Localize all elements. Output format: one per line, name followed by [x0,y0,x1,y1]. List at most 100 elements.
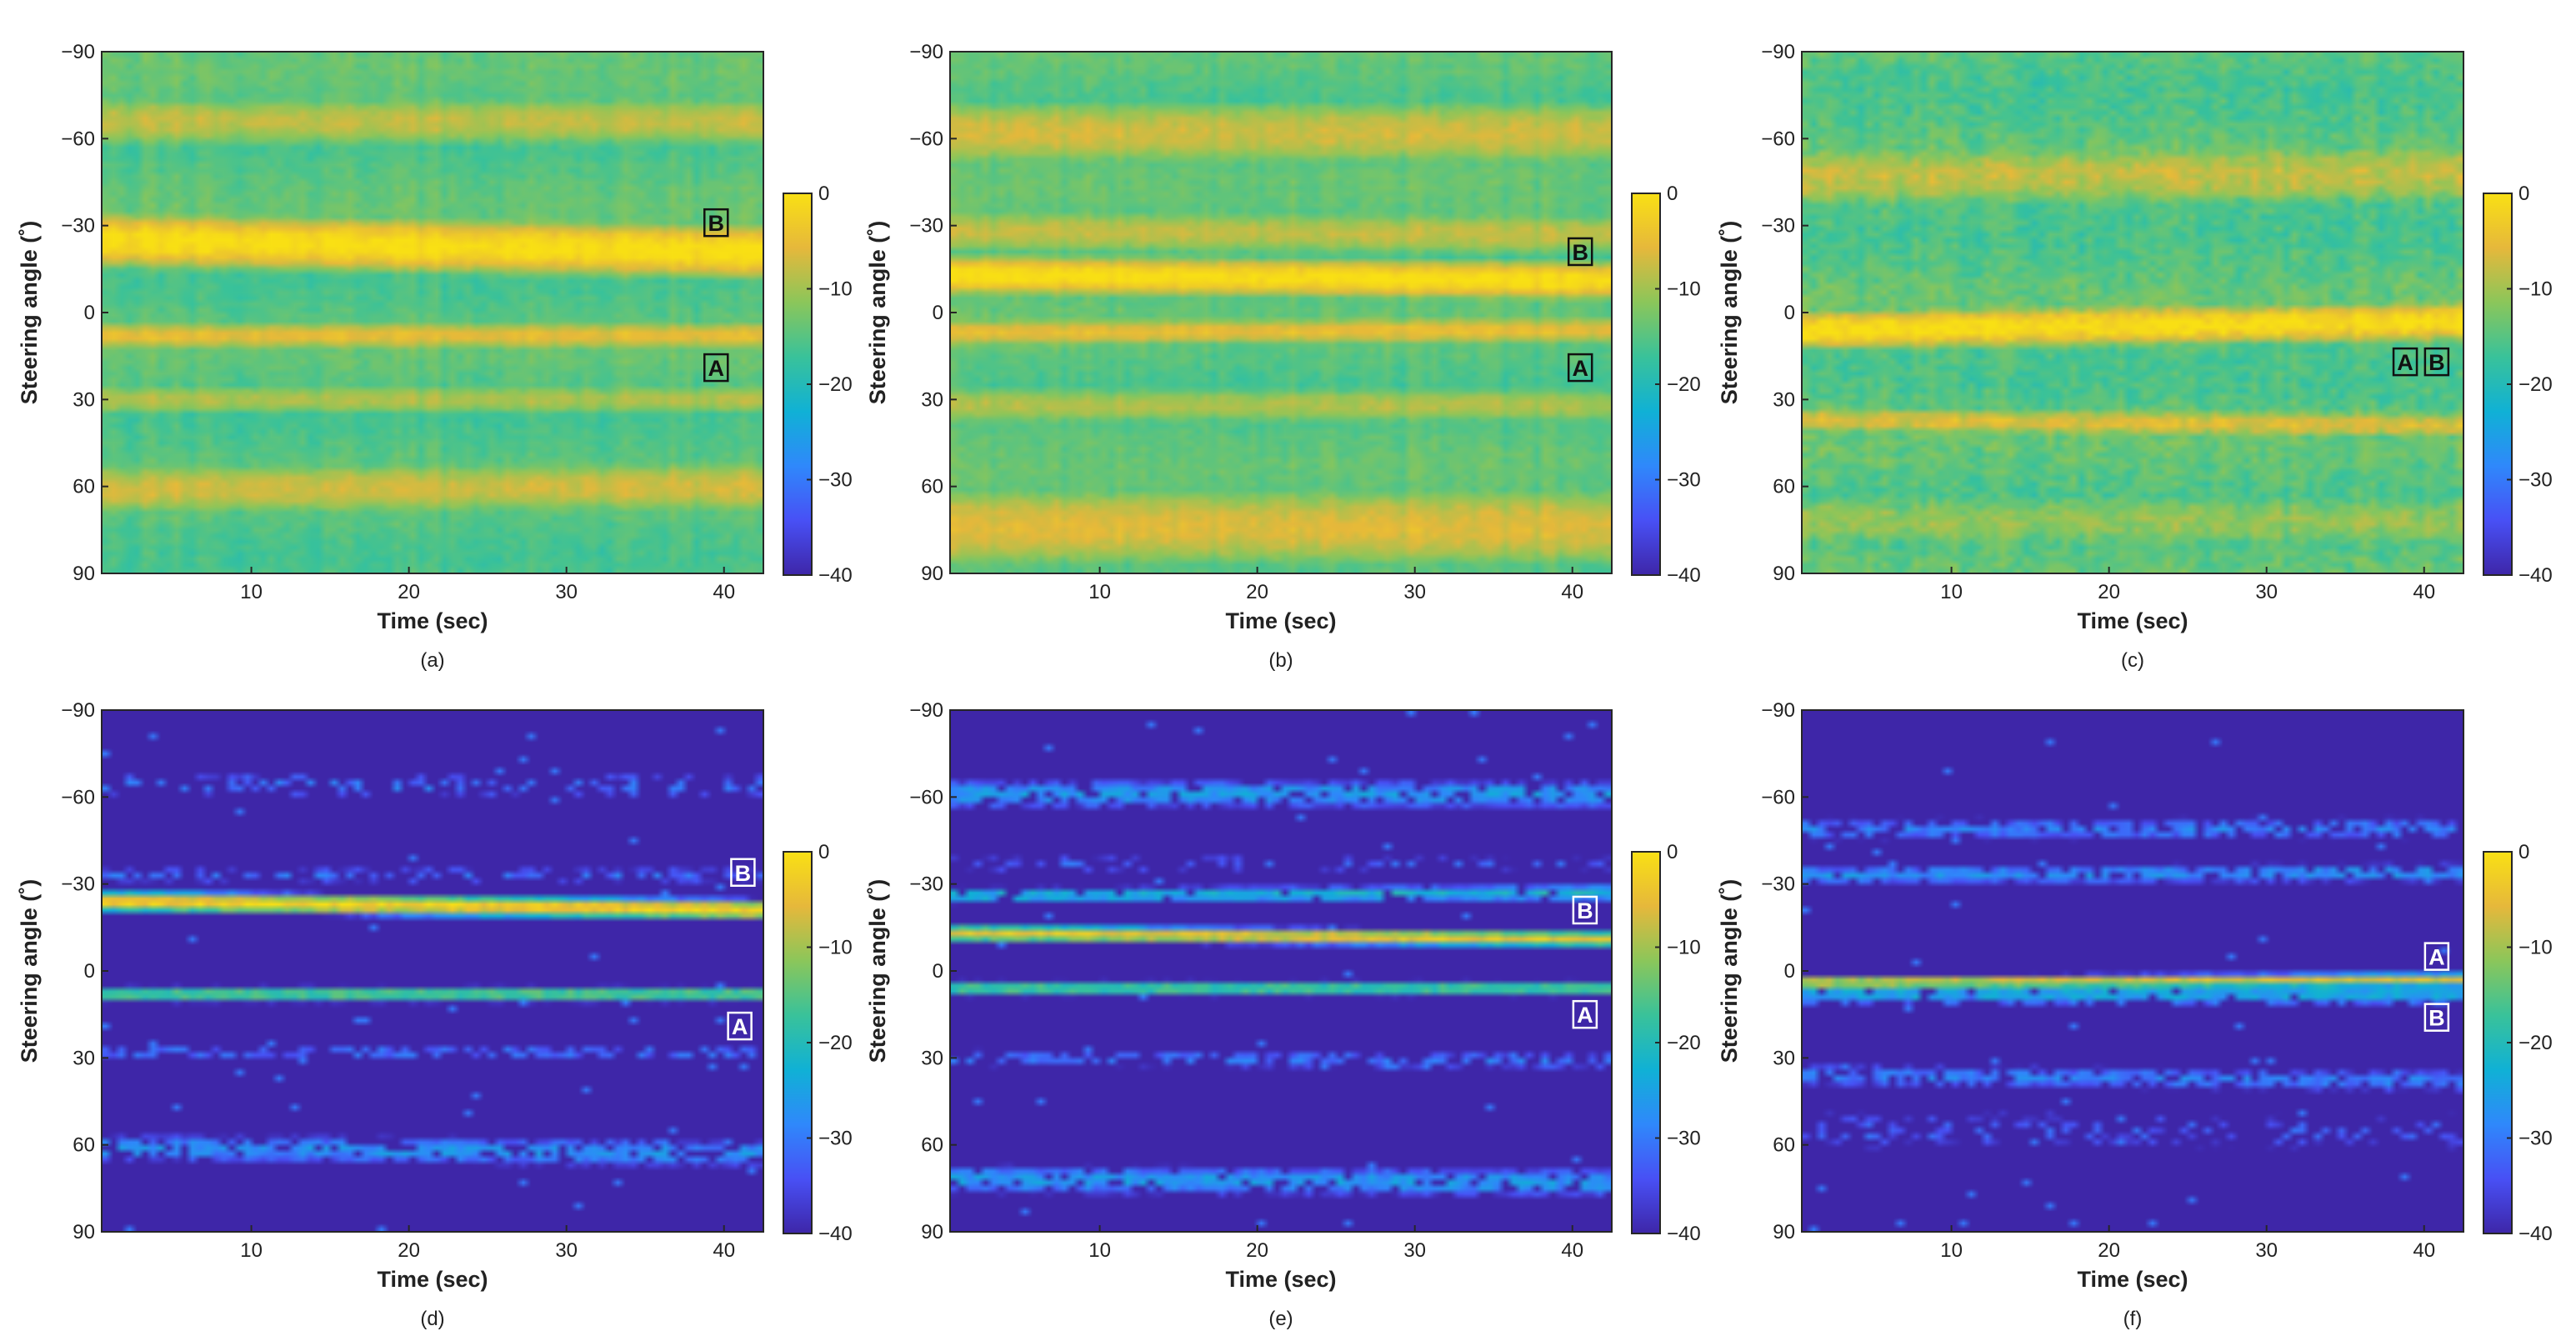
y-tick-label: −90 [61,699,95,722]
panel-b: 10 20 30 40 −90 −60 −30 0 30 60 90 Time (sec) Steeri… [865,41,1701,672]
heatmap-image [102,710,763,1232]
y-axis-label: Steering angle (˚) [1717,879,1742,1063]
marker-a: A [727,1011,753,1041]
y-tick-label: −60 [909,786,943,808]
panel-e: 10 20 30 40 −90 −60 −30 0 30 60 90 Time (sec) Steeri… [865,699,1701,1330]
colorbar-tick-label: −20 [2518,1032,2553,1054]
y-tick-label: −60 [1761,128,1795,150]
y-tick-label: −60 [61,128,95,150]
marker-label: A [2428,945,2445,970]
colorbar-tick-label: −40 [2518,1223,2553,1245]
panel-sublabel: (f) [2123,1308,2143,1330]
x-tick-label: 30 [555,1239,578,1262]
x-tick-label: 40 [713,581,735,603]
y-tick-label: 30 [73,388,95,411]
marker-label: A [708,356,725,381]
y-tick-label: 90 [1773,563,1795,585]
colorbar-tick-label: −30 [2518,1128,2553,1150]
x-tick-label: 30 [555,581,578,603]
x-tick-label: 30 [2255,581,2278,603]
x-tick-label: 10 [1940,581,1963,603]
y-tick-label: 60 [921,476,943,498]
y-tick-label: 30 [921,388,943,411]
colorbar-tick-label: −40 [818,564,853,587]
marker-box [1567,237,1593,267]
colorbar-tick-label: −10 [2518,278,2553,301]
y-tick-label: 90 [73,1221,95,1243]
y-tick-label: −60 [909,128,943,150]
colorbar-tick-label: 0 [818,183,829,205]
colorbar-tick-label: 0 [1667,183,1678,205]
panel-a: 10 20 30 40 −90 −60 −30 0 30 60 90 Time (sec) Steeri… [17,41,853,672]
x-tick-label: 10 [1940,1239,1963,1262]
colorbar-tick-label: −30 [2518,469,2553,492]
y-tick-label: −90 [1761,41,1795,63]
marker-b: B [703,208,729,238]
x-tick-label: 10 [1088,581,1111,603]
y-tick-label: 60 [73,476,95,498]
x-tick-label: 10 [1088,1239,1111,1262]
y-axis-label: Steering angle (˚) [1717,221,1742,405]
marker-label: B [735,861,752,886]
marker-label: A [2397,350,2413,375]
x-axis-label: Time (sec) [377,1267,488,1292]
x-tick-label: 30 [2255,1239,2278,1262]
y-axis-label: Steering angle (˚) [865,221,890,405]
y-tick-label: 60 [921,1134,943,1157]
x-axis-label: Time (sec) [1225,1267,1336,1292]
marker-label: B [2428,1006,2445,1031]
colorbar-tick-label: −10 [818,278,853,301]
y-tick-label: −60 [1761,786,1795,808]
y-tick-label: 90 [1773,1221,1795,1243]
x-tick-label: 40 [713,1239,735,1262]
marker-label: A [1572,356,1588,381]
colorbar-tick-label: −30 [818,469,853,492]
y-tick-label: −30 [909,873,943,896]
y-tick-label: −30 [1761,873,1795,896]
marker-label: A [732,1014,748,1039]
y-tick-label: 90 [921,563,943,585]
x-tick-label: 20 [398,1239,420,1262]
y-tick-label: −90 [909,41,943,63]
marker-a: A [1567,353,1593,383]
marker-a: A [1572,999,1598,1029]
colorbar-tick-label: 0 [2518,183,2529,205]
marker-b: B [1567,237,1593,267]
marker-box [2392,347,2418,377]
marker-box [703,353,729,383]
colorbar-tick-label: −10 [1667,937,1701,959]
colorbar-tick-label: −20 [818,1032,853,1054]
marker-box [2423,347,2450,377]
marker-label: B [708,211,725,236]
y-tick-label: 60 [73,1134,95,1157]
y-tick-label: 0 [84,302,95,324]
colorbar-tick-label: −30 [1667,1128,1701,1150]
colorbar-tick-label: −10 [818,937,853,959]
marker-label: B [1572,240,1588,265]
y-tick-label: 0 [933,960,943,983]
panel-sublabel: (d) [420,1308,444,1330]
x-tick-label: 20 [398,581,420,603]
marker-box [730,858,756,888]
colorbar-tick-label: −40 [818,1223,853,1245]
colorbar-tick-label: 0 [818,841,829,863]
x-tick-label: 20 [2098,581,2120,603]
marker-a: A [703,353,729,383]
y-tick-label: 30 [1773,1047,1795,1069]
y-tick-label: 0 [84,960,95,983]
y-axis-label: Steering angle (˚) [17,221,42,405]
marker-b: B [2423,1003,2450,1032]
panel-f: 10 20 30 40 −90 −60 −30 0 30 60 90 Time (sec) Steeri… [1717,699,2553,1330]
y-tick-label: −90 [61,41,95,63]
panel-sublabel: (b) [1268,649,1293,672]
colorbar-tick-label: −40 [1667,1223,1701,1245]
heatmap-image [950,710,1612,1232]
x-tick-label: 10 [240,1239,263,1262]
x-tick-label: 30 [1403,1239,1426,1262]
panel-d: 10 20 30 40 −90 −60 −30 0 30 60 90 Time (sec) Steeri… [17,699,853,1330]
panel-sublabel: (e) [1268,1308,1293,1330]
x-axis-label: Time (sec) [2077,1267,2188,1292]
y-tick-label: −90 [909,699,943,722]
marker-box [727,1011,753,1041]
